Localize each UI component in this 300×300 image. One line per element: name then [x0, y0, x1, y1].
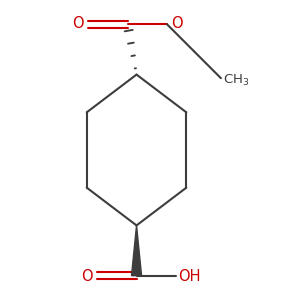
Text: O: O [171, 16, 183, 31]
Text: CH$_3$: CH$_3$ [223, 72, 249, 88]
Text: O: O [72, 16, 84, 31]
Text: O: O [81, 269, 93, 284]
Text: OH: OH [178, 269, 201, 284]
Polygon shape [131, 225, 142, 276]
